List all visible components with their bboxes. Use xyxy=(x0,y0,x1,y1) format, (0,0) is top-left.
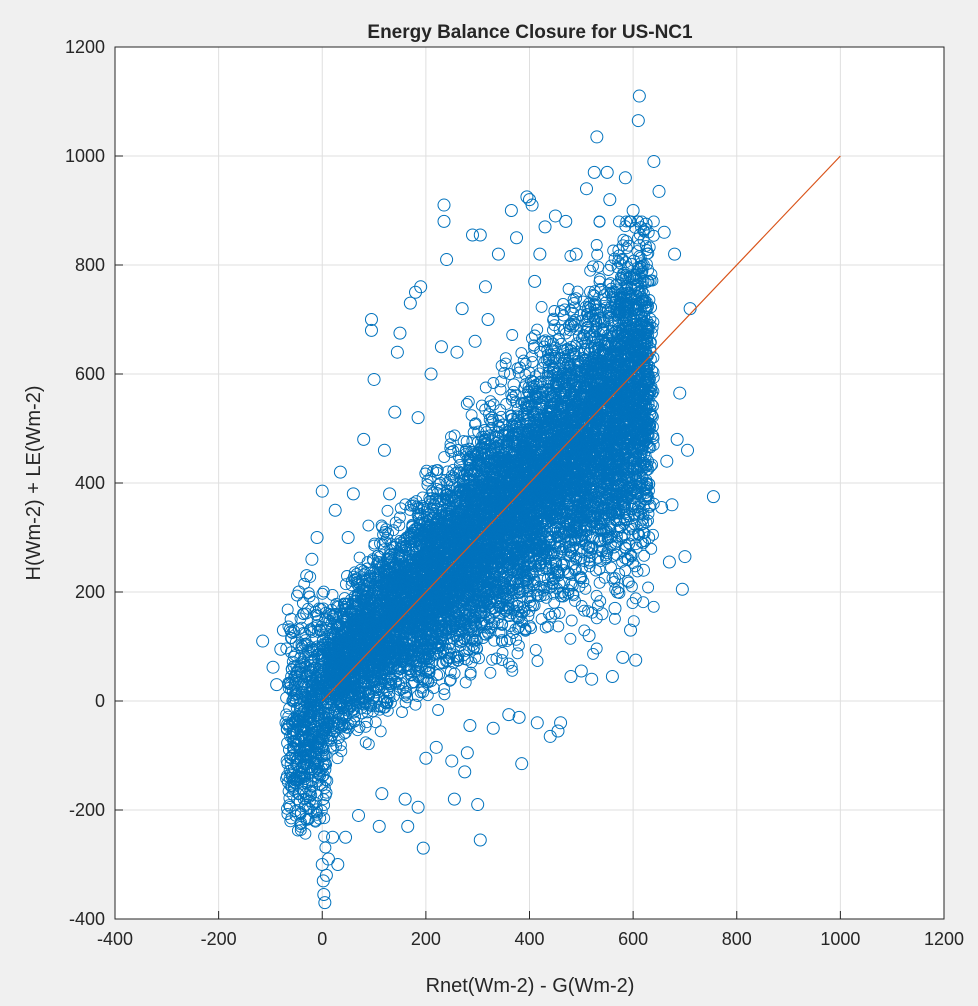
cloud-point xyxy=(281,603,294,616)
cloud-point xyxy=(341,570,353,582)
cloud-point xyxy=(504,633,517,646)
cloud-point xyxy=(529,643,542,656)
cloud-point xyxy=(374,725,387,738)
cloud-point xyxy=(528,329,541,342)
cloud-point xyxy=(385,538,398,551)
cloud-point xyxy=(316,587,329,600)
cloud-point xyxy=(291,589,303,602)
cloud-point xyxy=(496,618,509,631)
cloud-point xyxy=(286,788,299,801)
cloud-point xyxy=(647,600,660,613)
cloud-point xyxy=(443,674,456,687)
cloud-point xyxy=(438,683,450,695)
cloud-point xyxy=(525,622,538,635)
cloud-point xyxy=(521,409,533,422)
cloud-point xyxy=(593,215,606,228)
cloud-point xyxy=(643,501,656,514)
cloud-point xyxy=(637,501,650,514)
cloud-point xyxy=(319,789,332,802)
cloud-point xyxy=(642,581,655,594)
cloud-point xyxy=(591,248,604,261)
cloud-point xyxy=(444,438,457,451)
cloud-point xyxy=(620,235,633,248)
cloud-point xyxy=(509,416,522,429)
cloud-point xyxy=(362,738,375,751)
cloud-point xyxy=(286,694,299,707)
cloud-point xyxy=(391,670,404,683)
cloud-point xyxy=(571,285,584,298)
cloud-point xyxy=(608,612,621,625)
cloud-point xyxy=(638,549,651,562)
cloud-point xyxy=(647,528,659,541)
cloud-point xyxy=(645,268,658,281)
cloud-point xyxy=(504,368,516,381)
cloud-point xyxy=(608,252,621,265)
cloud-point xyxy=(299,827,312,840)
cloud-point xyxy=(542,620,555,633)
cloud-point xyxy=(517,354,530,367)
cloud-point xyxy=(594,316,607,329)
cloud-point xyxy=(619,256,632,269)
cloud-point xyxy=(394,502,407,515)
cloud-point xyxy=(498,366,511,379)
cloud-point xyxy=(282,620,295,633)
cloud-point xyxy=(511,647,524,660)
cloud-point xyxy=(369,716,382,729)
cloud-point xyxy=(564,250,577,262)
cloud-point xyxy=(567,293,580,306)
cloud-point xyxy=(607,244,620,257)
cloud-point xyxy=(488,634,501,647)
cloud-point xyxy=(512,639,525,652)
cloud-point xyxy=(409,698,422,711)
cloud-point xyxy=(522,381,535,394)
cloud-point xyxy=(483,413,496,426)
cloud-point xyxy=(505,409,518,422)
cloud-point xyxy=(421,474,434,487)
cloud-point xyxy=(552,620,565,633)
cloud-point xyxy=(590,239,603,251)
cloud-point xyxy=(499,352,512,365)
cloud-point xyxy=(294,824,307,837)
cloud-point xyxy=(502,657,515,670)
cloud-point xyxy=(507,627,520,639)
cloud-point xyxy=(484,666,497,679)
cloud-point xyxy=(567,306,580,319)
cloud-point xyxy=(318,799,331,812)
cloud-point xyxy=(494,383,507,396)
cloud-point xyxy=(469,417,482,430)
cloud-point xyxy=(350,572,363,585)
cloud-point xyxy=(607,549,620,562)
cloud-point xyxy=(511,403,524,416)
cloud-point xyxy=(562,283,575,295)
cloud-point xyxy=(569,594,581,607)
cloud-point xyxy=(495,375,508,388)
cloud-point xyxy=(533,376,546,389)
grid-lines xyxy=(114,46,945,920)
cloud-point xyxy=(496,654,508,667)
cloud-point xyxy=(575,562,588,575)
cloud-point xyxy=(334,739,347,752)
cloud-point xyxy=(285,632,298,644)
cloud-point xyxy=(566,579,579,592)
cloud-point xyxy=(479,381,492,394)
cloud-point xyxy=(291,793,304,806)
cloud-point xyxy=(468,641,481,654)
cloud-point xyxy=(462,395,475,408)
cloud-point xyxy=(505,660,518,673)
cloud-point xyxy=(578,604,591,617)
cloud-point xyxy=(515,347,528,360)
